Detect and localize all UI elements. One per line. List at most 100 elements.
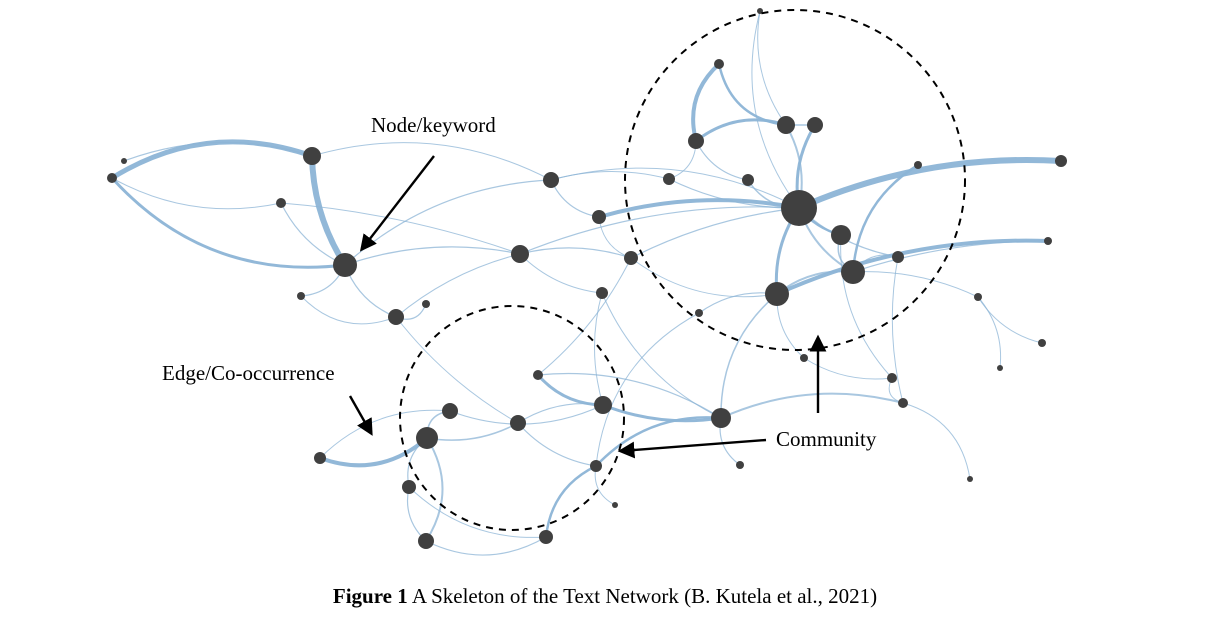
edge-co-occurrence <box>109 139 315 181</box>
keyword-node <box>887 373 897 383</box>
keyword-node <box>333 253 357 277</box>
edge-co-occurrence <box>550 179 600 218</box>
keyword-node <box>121 158 127 164</box>
keyword-node <box>688 133 704 149</box>
community-circle-large <box>624 9 966 351</box>
keyword-node <box>442 403 458 419</box>
keyword-node <box>695 309 703 317</box>
keyword-node <box>422 300 430 308</box>
keyword-node <box>539 530 553 544</box>
edge-co-occurrence <box>537 257 632 376</box>
edge-co-occurrence <box>517 422 597 467</box>
keyword-node <box>711 408 731 428</box>
edge-co-occurrence <box>110 176 347 269</box>
edge-co-occurrence <box>395 316 519 424</box>
keyword-node <box>402 480 416 494</box>
edge-co-occurrence <box>319 409 451 459</box>
edge-co-occurrence <box>280 202 521 255</box>
keyword-node <box>898 398 908 408</box>
keyword-node <box>418 533 434 549</box>
keyword-node <box>388 309 404 325</box>
edge-co-occurrence <box>408 486 547 538</box>
keyword-node <box>276 198 286 208</box>
keyword-node <box>914 161 922 169</box>
edge-co-occurrence <box>630 207 800 259</box>
edge-co-occurrence <box>300 295 397 325</box>
keyword-node <box>1038 339 1046 347</box>
edge-co-occurrence <box>851 163 920 274</box>
figure-caption-number: Figure 1 <box>333 584 408 608</box>
network-edges <box>109 10 1064 556</box>
edge-co-occurrence <box>601 403 723 423</box>
keyword-node <box>624 251 638 265</box>
edge-co-occurrence <box>840 234 893 379</box>
keyword-node <box>807 117 823 133</box>
edge-co-occurrence <box>344 246 521 266</box>
edge-co-occurrence <box>123 141 313 162</box>
edge-co-occurrence <box>395 253 521 318</box>
keyword-node <box>714 59 724 69</box>
community-label: Community <box>776 427 877 451</box>
edge-co-occurrence <box>796 156 1064 211</box>
keyword-node <box>533 370 543 380</box>
edge-co-occurrence <box>519 253 603 294</box>
edge-co-occurrence <box>775 238 1050 296</box>
edge-co-occurrence <box>902 402 971 480</box>
edge-co-occurrence <box>852 240 1049 273</box>
keyword-node <box>800 354 808 362</box>
edge-co-occurrence <box>536 373 605 407</box>
edge-co-occurrence <box>852 271 979 298</box>
edge-co-occurrence <box>977 296 1002 369</box>
keyword-node <box>592 210 606 224</box>
edge-co-occurrence <box>425 536 547 556</box>
edge-co-occurrence <box>280 202 346 266</box>
edge-co-occurrence <box>594 465 616 506</box>
keyword-node <box>1055 155 1067 167</box>
edge-co-occurrence <box>803 357 893 380</box>
keyword-node <box>777 116 795 134</box>
edge-co-occurrence-label: Edge/Co-occurrence <box>162 361 335 385</box>
edge-co-occurrence <box>720 293 778 419</box>
keyword-node <box>1044 237 1052 245</box>
edge-co-occurrence <box>519 206 800 255</box>
edge-co-occurrence <box>595 312 700 467</box>
keyword-node <box>781 190 817 226</box>
edge-co-occurrence <box>594 292 604 406</box>
figure-caption-text: A Skeleton of the Text Network (B. Kutel… <box>408 584 877 608</box>
keyword-node <box>831 225 851 245</box>
edge-co-occurrence <box>537 372 722 419</box>
keyword-node <box>511 245 529 263</box>
edge-co-occurrence <box>630 257 778 298</box>
edge-co-occurrence <box>594 416 723 468</box>
edge-arrow <box>348 395 373 436</box>
edge-co-occurrence <box>550 167 800 209</box>
keyword-node <box>107 173 117 183</box>
keyword-node <box>543 172 559 188</box>
edge-co-occurrence <box>544 464 598 539</box>
edge-co-occurrence <box>517 402 604 424</box>
keyword-node <box>841 260 865 284</box>
keyword-node <box>416 427 438 449</box>
keyword-node <box>303 147 321 165</box>
edge-co-occurrence <box>111 177 282 210</box>
node-keyword-arrow <box>359 155 435 252</box>
edge-co-occurrence <box>977 296 1043 344</box>
edge-co-occurrence <box>720 392 904 419</box>
edge-co-occurrence <box>449 404 604 425</box>
edge-co-occurrence <box>318 436 429 468</box>
edge-co-occurrence <box>757 10 787 126</box>
community-arrow-left <box>617 438 767 459</box>
edge-co-occurrence <box>311 142 552 181</box>
keyword-node <box>314 452 326 464</box>
edge-co-occurrence <box>425 437 444 542</box>
edge-co-occurrence <box>891 256 904 404</box>
keyword-node <box>612 502 618 508</box>
edge-co-occurrence <box>751 10 800 209</box>
keyword-node <box>594 396 612 414</box>
edge-co-occurrence <box>406 486 427 542</box>
keyword-node <box>974 293 982 301</box>
figure-caption: Figure 1 A Skeleton of the Text Network … <box>333 584 877 608</box>
edge-co-occurrence <box>691 62 721 143</box>
keyword-node <box>892 251 904 263</box>
